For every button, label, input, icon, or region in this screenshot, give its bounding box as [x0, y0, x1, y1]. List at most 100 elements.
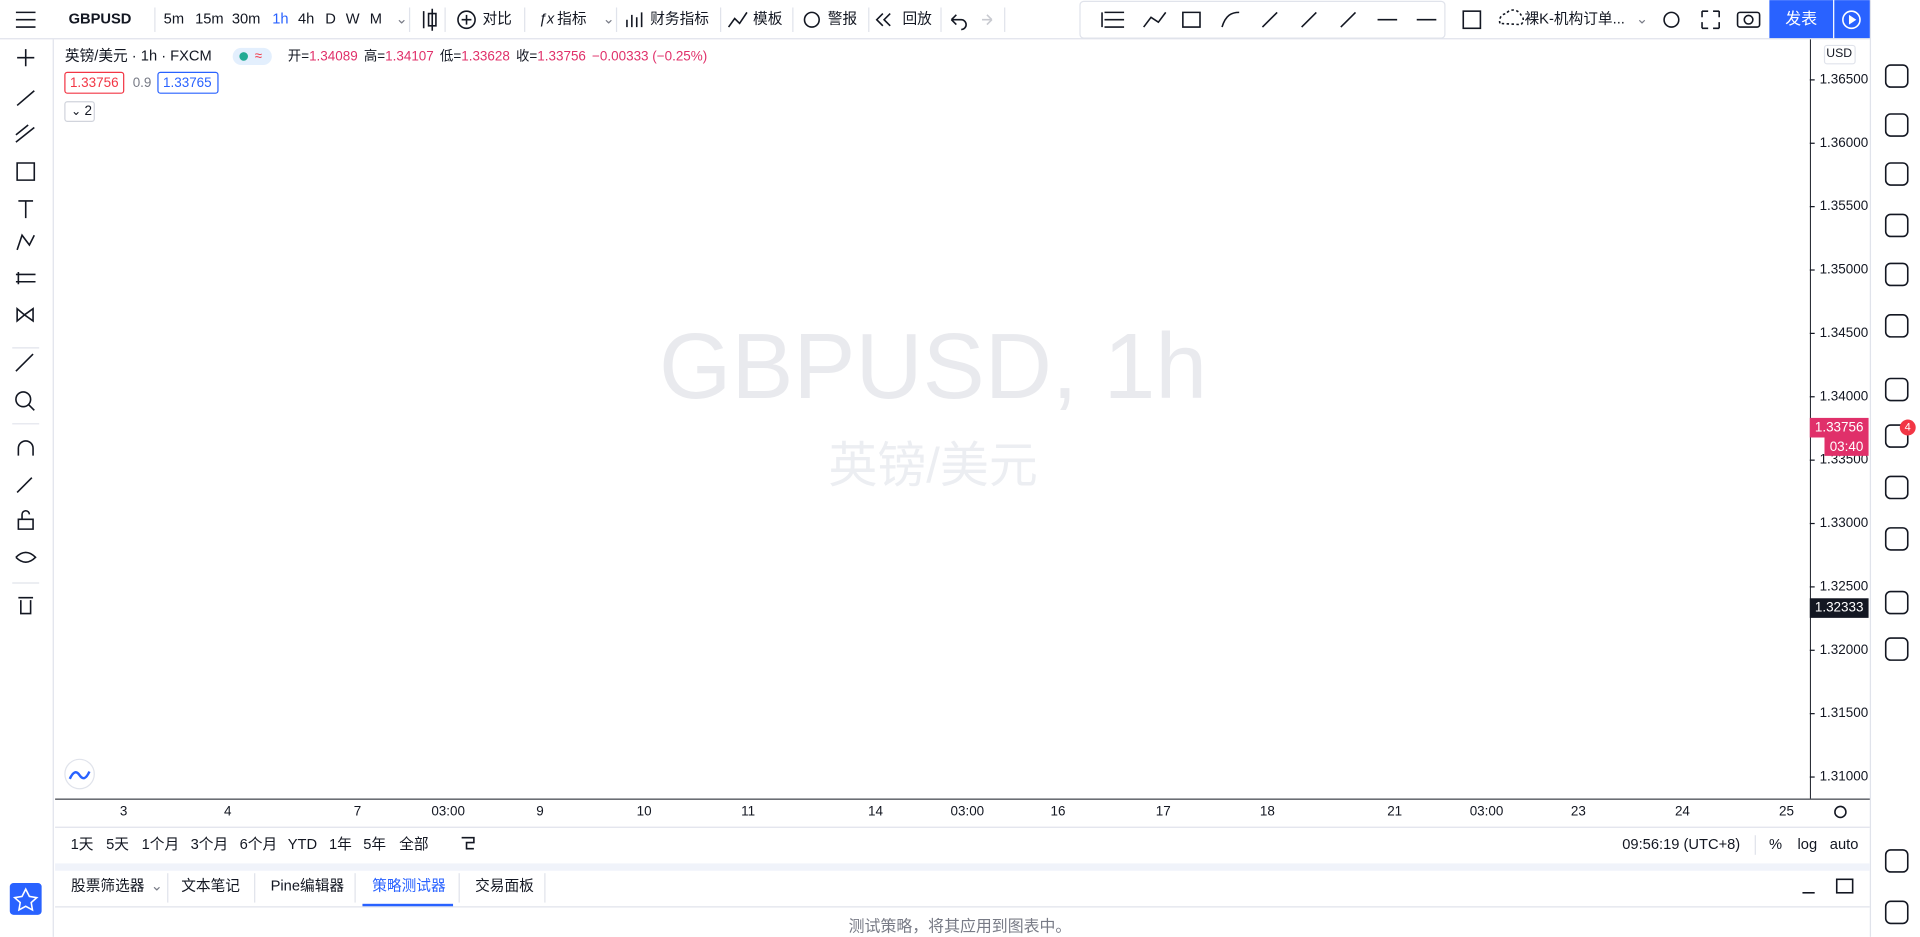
left-tool[interactable]: [16, 90, 35, 107]
left-tool[interactable]: [15, 124, 35, 143]
toolbar-button[interactable]: 指标: [557, 11, 587, 28]
panel-tab[interactable]: 策略测试器: [372, 878, 446, 895]
left-tool[interactable]: [18, 200, 34, 219]
undo-icon[interactable]: [950, 14, 967, 31]
sidebar-button[interactable]: [1884, 113, 1909, 137]
chart-type-icon[interactable]: [422, 8, 437, 31]
sidebar-button[interactable]: [1884, 475, 1909, 500]
left-tool[interactable]: [16, 307, 34, 323]
snapshot-icon[interactable]: [1736, 11, 1761, 28]
axis-settings-icon[interactable]: [1834, 805, 1847, 819]
sidebar-button[interactable]: [1884, 64, 1909, 88]
left-tool[interactable]: [17, 49, 35, 67]
interval-button[interactable]: D: [325, 12, 336, 28]
toolbar-button[interactable]: 警报: [828, 11, 858, 28]
interval-button[interactable]: 30m: [232, 12, 261, 28]
fill-color-icon[interactable]: [1462, 10, 1482, 30]
left-tool[interactable]: [15, 271, 36, 285]
collapsed-count: 2: [84, 103, 91, 118]
left-tool[interactable]: [16, 233, 35, 251]
active-tab-indicator: [362, 903, 454, 907]
drawing-tool[interactable]: [1221, 11, 1240, 28]
sidebar-button[interactable]: [1884, 377, 1909, 402]
toolbar-button[interactable]: 财务指标: [650, 11, 709, 28]
redo-icon[interactable]: [982, 14, 993, 26]
watchlist-star-button[interactable]: [9, 882, 42, 915]
drawing-tool[interactable]: [1301, 11, 1317, 28]
bottom-tabs: 股票筛选器 文本笔记 Pine编辑器 策略测试器 交易面板 ⌄: [71, 873, 546, 907]
interval-dropdown[interactable]: ⌄: [396, 12, 408, 28]
scale-button[interactable]: log: [1798, 837, 1818, 853]
panel-tab[interactable]: 交易面板: [475, 877, 534, 895]
indicator-dropdown[interactable]: ⌄: [602, 12, 614, 28]
range-button[interactable]: 5年: [363, 836, 386, 853]
toolbar-button[interactable]: 回放: [902, 11, 932, 28]
x-tick-label: 16: [1050, 804, 1065, 819]
currency-box[interactable]: [1823, 44, 1856, 65]
range-button[interactable]: 5天: [106, 837, 129, 853]
drawing-tool[interactable]: [1101, 11, 1125, 28]
interval-button[interactable]: 1h: [272, 12, 288, 28]
tab-dropdown[interactable]: ⌄: [151, 879, 163, 895]
sidebar-button[interactable]: [1884, 637, 1909, 661]
fullscreen-icon[interactable]: [1701, 10, 1720, 30]
sidebar-button[interactable]: [1884, 849, 1909, 873]
left-tool[interactable]: [18, 596, 34, 615]
left-tool[interactable]: [16, 477, 33, 493]
collapse-button[interactable]: [64, 101, 95, 122]
indicator-pill[interactable]: [232, 47, 272, 66]
panel-tab[interactable]: Pine编辑器: [271, 878, 345, 895]
sell-box[interactable]: [64, 71, 125, 94]
interval-button[interactable]: 15m: [195, 12, 224, 28]
sidebar-button[interactable]: [1884, 162, 1909, 186]
goto-date-icon[interactable]: [461, 836, 475, 850]
drawing-tool[interactable]: [1261, 11, 1278, 28]
panel-tab[interactable]: 股票筛选器: [71, 878, 145, 895]
interval-button[interactable]: 5m: [164, 12, 184, 28]
range-button[interactable]: 6个月: [240, 836, 278, 853]
x-tick-label: 03:00: [951, 804, 985, 819]
layout-dropdown[interactable]: ⌄: [1636, 12, 1648, 28]
interval-button[interactable]: M: [370, 12, 382, 28]
left-tool[interactable]: [15, 353, 34, 372]
maximize-icon[interactable]: [1835, 878, 1854, 894]
range-button[interactable]: 1个月: [142, 836, 180, 853]
left-tool[interactable]: [17, 440, 34, 456]
drawing-tool[interactable]: [1340, 11, 1357, 28]
menu-button[interactable]: [15, 11, 36, 28]
drawing-tool[interactable]: [1143, 11, 1167, 28]
settings-icon[interactable]: [1663, 11, 1680, 28]
scale-button[interactable]: auto: [1830, 837, 1859, 853]
range-button[interactable]: 1年: [329, 836, 352, 853]
ohlc-label: 开=: [288, 48, 309, 63]
toolbar-button[interactable]: 对比: [482, 11, 511, 28]
drawing-toolbar: [1079, 0, 1446, 39]
layout-name[interactable]: 裸K-机构订单...: [1524, 11, 1624, 28]
sidebar-button[interactable]: [1884, 527, 1909, 551]
sidebar-button[interactable]: [1884, 213, 1909, 238]
sidebar-button[interactable]: [1884, 900, 1909, 925]
publish-button[interactable]: [1769, 0, 1834, 39]
scale-button[interactable]: %: [1769, 837, 1782, 853]
sidebar-button[interactable]: [1884, 314, 1909, 338]
sidebar-button[interactable]: [1884, 590, 1909, 615]
drawing-tool[interactable]: [1182, 11, 1201, 28]
sidebar-button[interactable]: [1884, 424, 1909, 448]
toolbar-button[interactable]: 模板: [753, 10, 783, 28]
buy-box[interactable]: [157, 71, 219, 94]
range-button[interactable]: YTD: [288, 837, 317, 853]
panel-tab[interactable]: 文本笔记: [181, 878, 240, 895]
left-tool[interactable]: [17, 509, 34, 530]
range-button[interactable]: 1天: [71, 837, 94, 853]
range-button[interactable]: 全部: [399, 835, 428, 853]
alert-icon: [803, 11, 820, 28]
left-tool[interactable]: [15, 551, 37, 563]
x-tick-label: 03:00: [431, 804, 465, 819]
left-tool[interactable]: [15, 391, 35, 411]
left-tool[interactable]: [16, 162, 36, 181]
symbol[interactable]: GBPUSD: [69, 12, 132, 28]
range-button[interactable]: 3个月: [191, 836, 229, 853]
interval-button[interactable]: W: [346, 12, 360, 28]
sidebar-button[interactable]: [1884, 262, 1909, 287]
interval-button[interactable]: 4h: [298, 12, 314, 28]
